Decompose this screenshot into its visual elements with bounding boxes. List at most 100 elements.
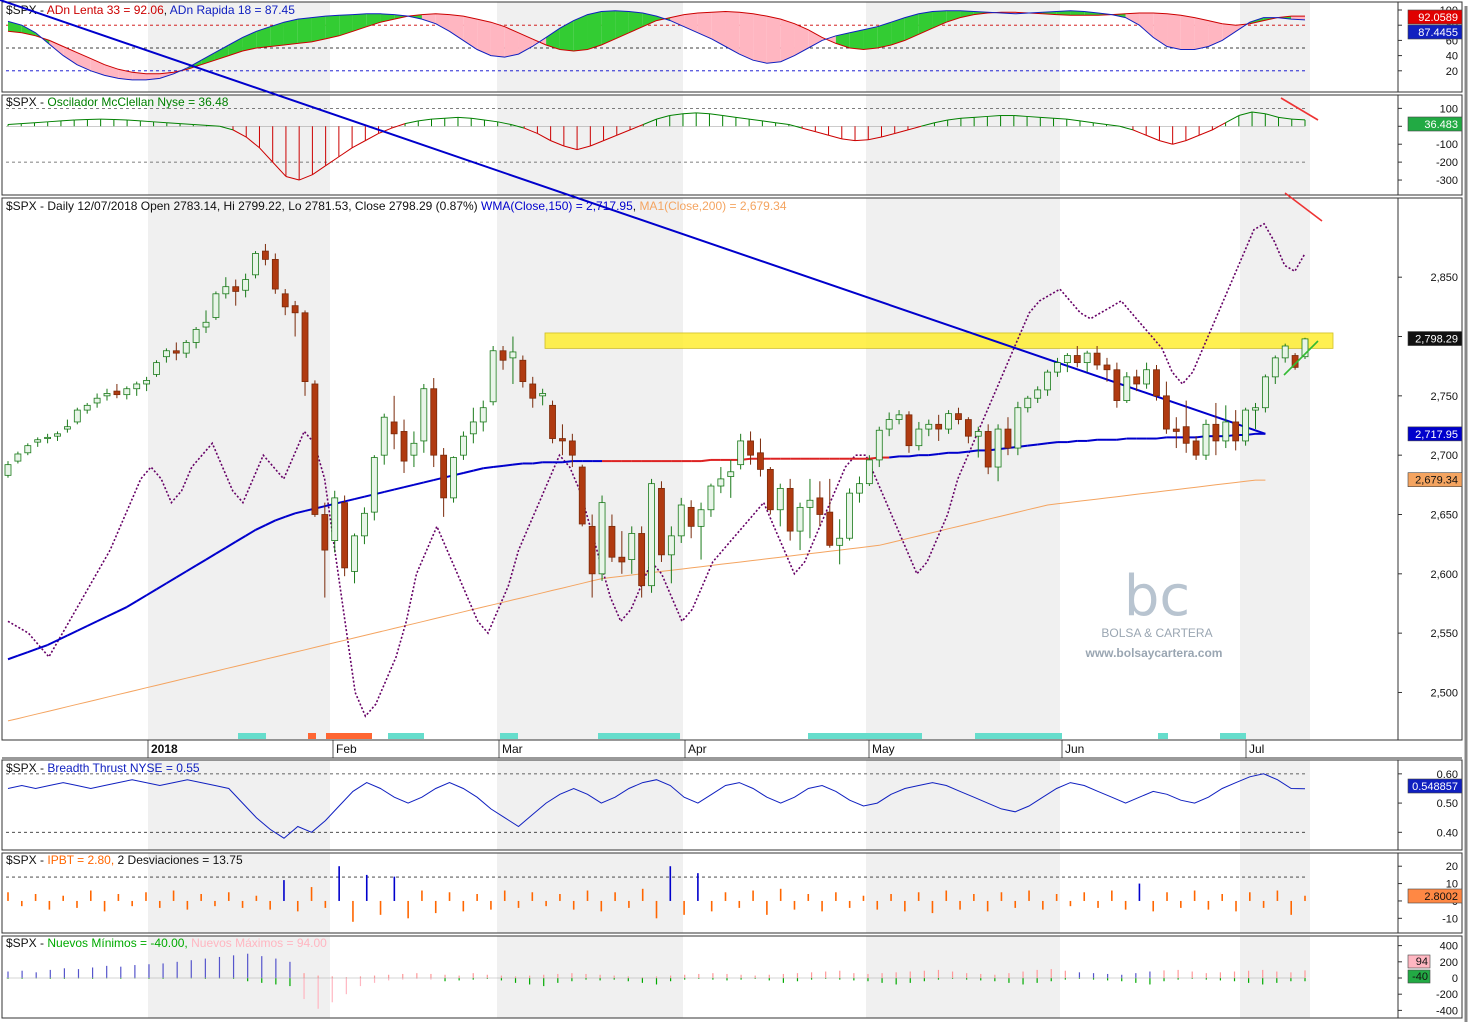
y-tick-label: 0.50 [1437,798,1458,810]
wma150-line [928,452,939,457]
ad-fill-up [297,17,312,44]
mcclellan-line [523,127,538,134]
signal-marker [975,733,1062,739]
y-tick-label: 2,600 [1430,569,1458,581]
candle-up [34,439,42,443]
signal-marker [1158,733,1168,739]
candle-up [380,416,388,456]
lows-highs-title: $SPX - Nuevos Mínimos = -40.00, Nuevos M… [6,936,327,950]
mcclellan-line [1172,140,1187,145]
candle-up [539,393,547,397]
resistance-zone [544,332,1334,349]
candle-down [519,359,527,383]
wma150-line [27,647,39,654]
watermark-url: www.bolsaycartera.com [1085,646,1223,660]
candle-down [232,286,240,292]
candle-up [1222,421,1230,442]
wma150-line [264,519,276,527]
candle-up [489,350,497,403]
ad-fill-up [201,52,215,65]
candle-up [865,459,873,485]
candle-up [1301,338,1309,358]
shade-band [866,853,1060,933]
candle-up [628,533,636,560]
mcclellan-line [391,123,406,129]
mcclellan-line [510,124,525,129]
mcclellan-line [285,175,300,181]
candle-up [945,413,952,430]
candle-up [153,362,160,375]
breadth-line [7,773,1306,839]
candle-up [331,497,339,541]
mcclellan-line [1027,115,1041,118]
wma150-line [185,564,197,573]
price-panel: $SPX - Daily 12/07/2018 Open 2783.14, Hi… [6,199,1222,660]
candle-down [1212,423,1220,442]
signal-marker [326,733,372,739]
mcclellan-line [47,120,61,123]
mcclellan-badge: 36.483 [1424,119,1458,131]
mcclellan-line [193,124,207,126]
candle-up [1281,345,1289,359]
mcclellan-line [7,123,22,125]
ad-fill-up [642,13,657,27]
candle-up [727,471,735,477]
mcclellan-line [815,131,829,136]
candle-down [578,466,586,525]
shade-band [1240,936,1310,1018]
candle-up [212,293,220,318]
ad-fill-up [960,10,974,18]
breadth-title: $SPX - Breadth Thrust NYSE = 0.55 [6,761,200,775]
mcclellan-line [1013,115,1028,117]
wma150-line [66,629,78,637]
panel-frame [1,935,1463,1019]
x-tick-label: Mar [502,742,523,756]
wma150-line [195,558,207,567]
wma150-line [473,467,484,472]
ad-fill-up [380,13,395,23]
new-lows-badge: -40 [1412,971,1428,983]
mcclellan-badge-bg [1407,116,1463,132]
candle-up [1014,407,1022,449]
ad-fill-up [601,10,616,45]
y-tick-label: 100 [1440,103,1458,115]
wma150-line [106,610,118,618]
ad-fill-down [490,22,505,58]
candle-down [638,533,646,587]
wma150-line [403,483,415,489]
wma150-line [1027,443,1038,447]
shade-band [148,936,330,1018]
mcclellan-line [1040,116,1054,119]
watermark-brand: BOLSA & CARTERA [1101,626,1212,640]
mcclellan-line [1278,116,1292,120]
candle-up [974,431,982,437]
candle-up [44,436,52,439]
y-tick-label: 2,850 [1430,272,1458,284]
wma150-line [136,594,148,602]
mcclellan-line [576,145,591,151]
y-tick-label: 20 [1446,861,1458,873]
mcclellan-line [749,118,763,122]
wma150-line [225,540,237,549]
mcclellan-line [34,121,48,124]
price-divergence-line [1284,192,1323,222]
mcclellan-line [550,140,565,147]
ad-fill-up [228,37,243,56]
ad-fill-down [477,19,491,56]
mcclellan-line [1079,120,1094,124]
mcclellan-line [696,112,710,115]
candle-down [568,440,576,456]
ad-fill-down [421,13,436,24]
wma150-line [57,634,68,642]
wma150-line [344,498,355,503]
candle-down [618,556,626,563]
wma150-line [512,462,523,466]
mcclellan-line [974,115,988,118]
ad-fill-up [325,15,340,39]
candle-up [836,537,844,546]
ad-fill-down [766,16,781,64]
mcclellan-line [563,145,578,151]
mcclellan-line [245,136,260,149]
